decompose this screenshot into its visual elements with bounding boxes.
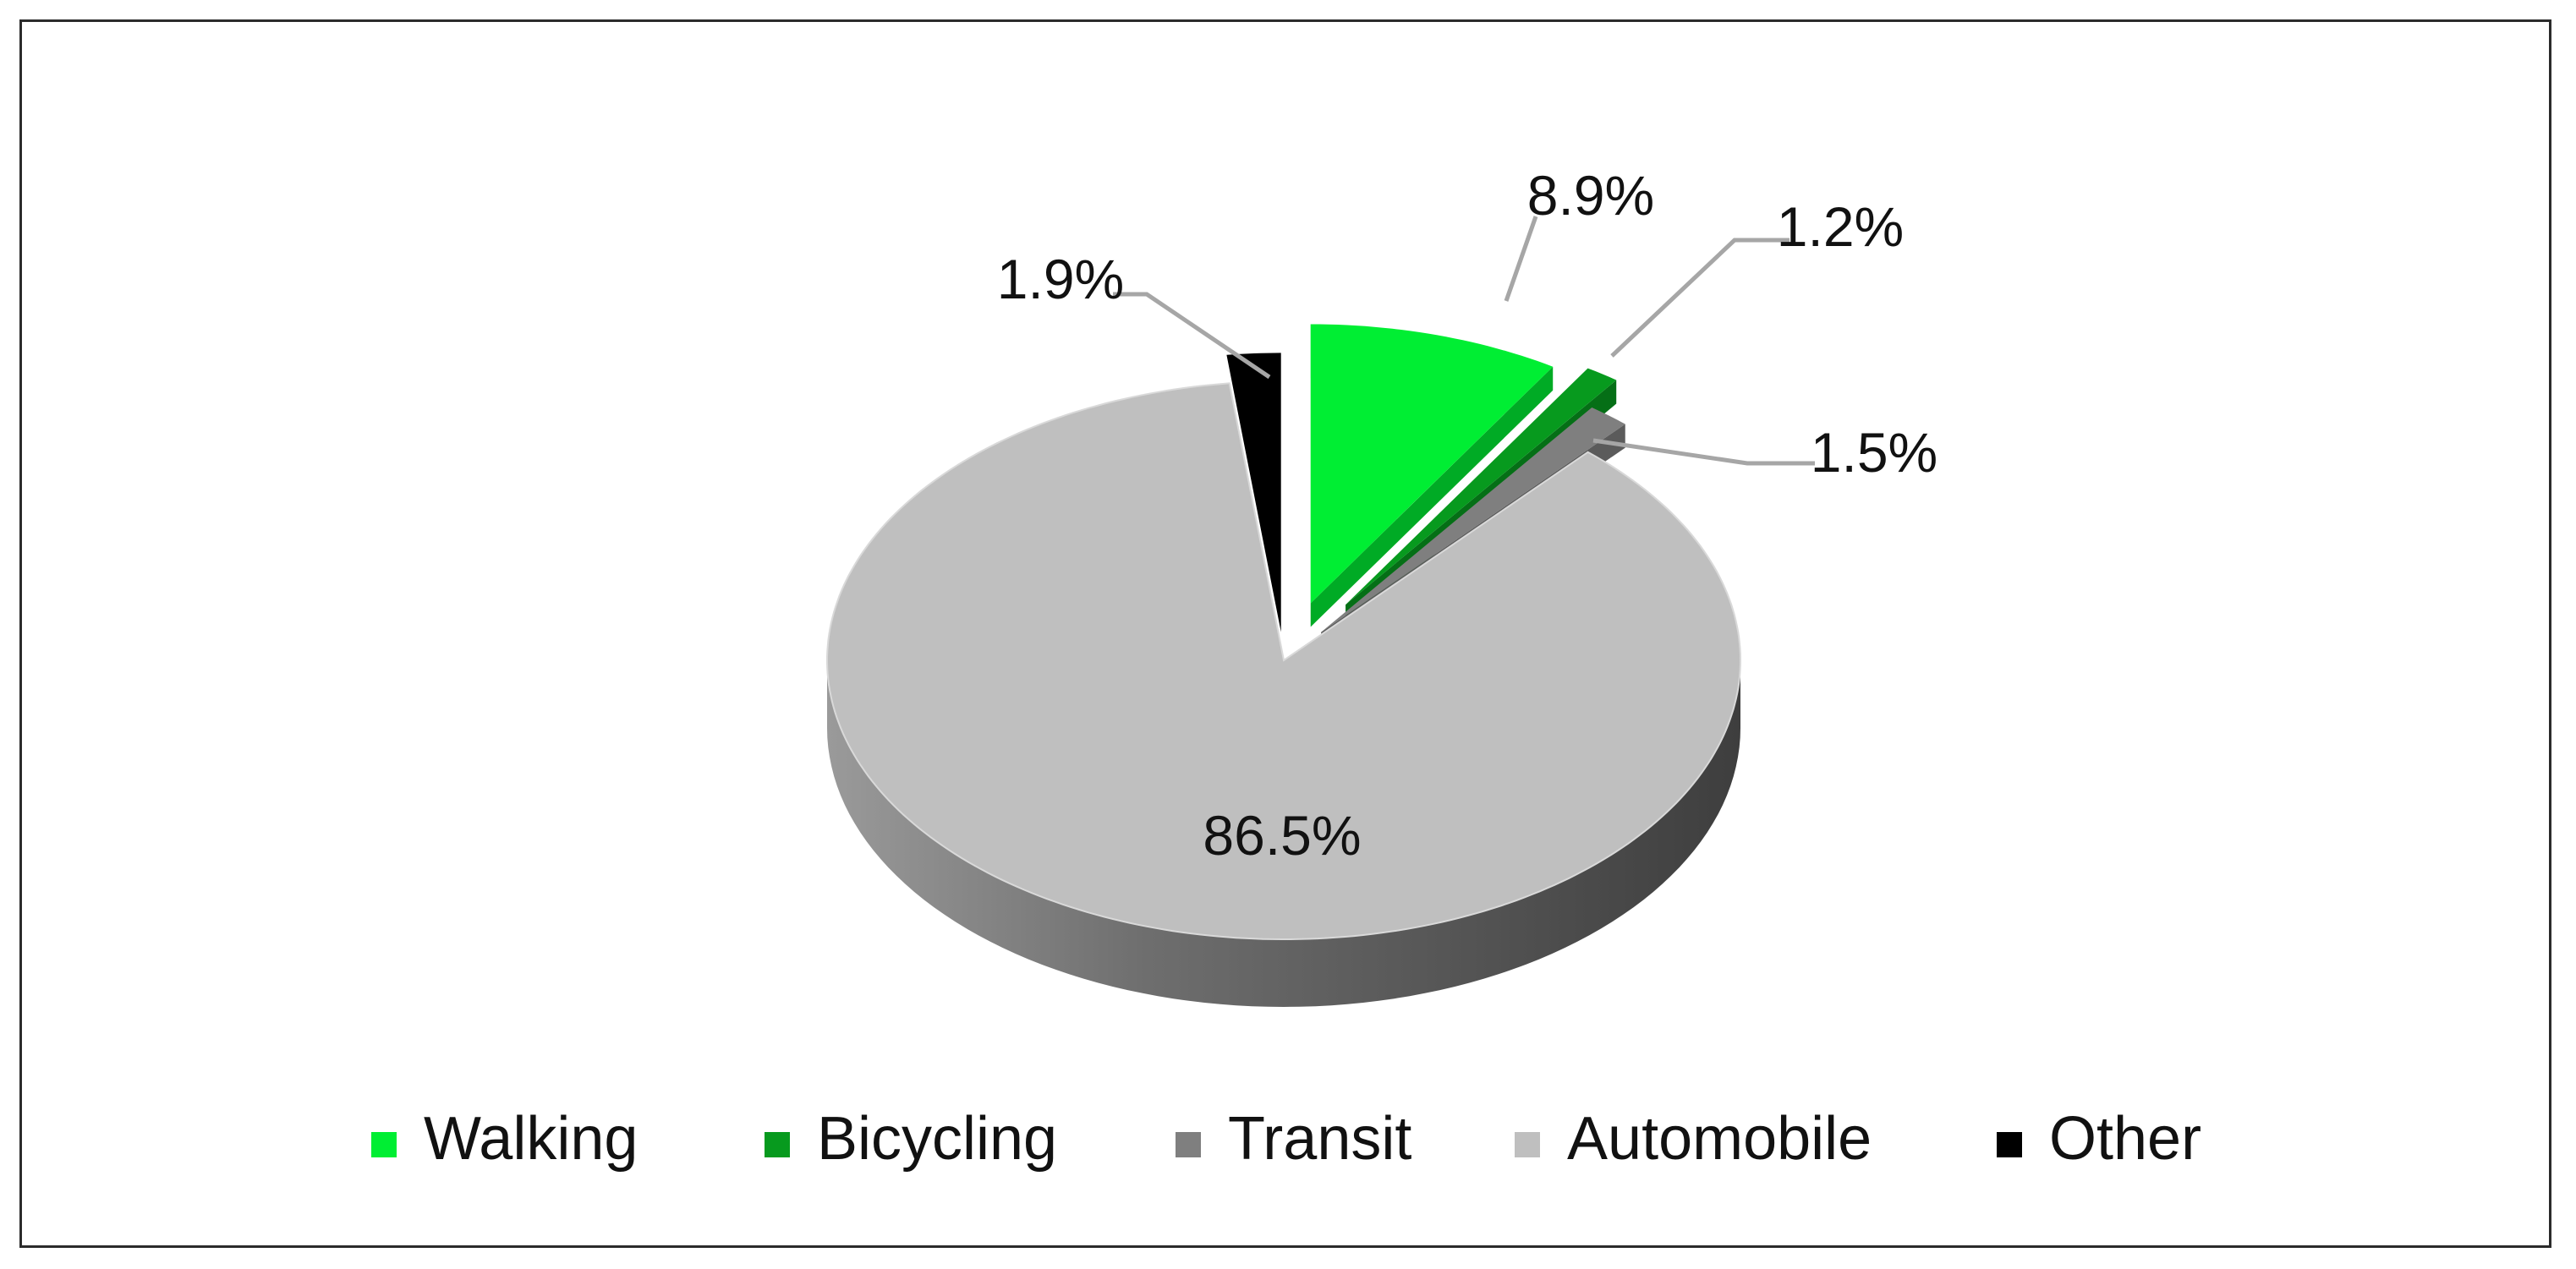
- legend-swatch-walking: [371, 1132, 397, 1157]
- legend-swatch-other: [1997, 1132, 2022, 1157]
- chart-frame: 8.9% 1.2% 1.5% 86.5% 1.9% Walking Bicycling Tr…: [19, 19, 2551, 1248]
- legend-label-walking: Walking: [424, 1105, 638, 1173]
- legend-item-bicycling: Bicycling: [765, 1105, 1057, 1173]
- legend-item-walking: Walking: [371, 1105, 638, 1173]
- data-label-bicycling: 1.2%: [1777, 195, 1904, 258]
- legend-label-transit: Transit: [1228, 1105, 1411, 1173]
- legend: Walking Bicycling Transit Automobile Other: [371, 1105, 2201, 1173]
- legend-item-automobile: Automobile: [1515, 1105, 1872, 1173]
- legend-item-transit: Transit: [1176, 1105, 1411, 1173]
- legend-label-other: Other: [2049, 1105, 2201, 1173]
- leader-line-walking: [1504, 216, 1538, 302]
- legend-swatch-automobile: [1515, 1132, 1540, 1157]
- legend-item-other: Other: [1997, 1105, 2201, 1173]
- legend-label-automobile: Automobile: [1567, 1105, 1872, 1173]
- pie-chart: 8.9% 1.2% 1.5% 86.5% 1.9% Walking Bicycling Tr…: [371, 164, 2201, 1173]
- slice-other: [1226, 353, 1281, 632]
- data-label-walking: 8.9%: [1527, 164, 1654, 227]
- leader-line-bicycling: [1610, 238, 1789, 358]
- legend-label-bicycling: Bicycling: [817, 1105, 1057, 1173]
- data-label-automobile: 86.5%: [1203, 804, 1361, 867]
- slice-transit: [1321, 408, 1625, 632]
- leader-line-transit: [1592, 438, 1815, 466]
- leader-line-other: [1113, 292, 1271, 380]
- slice-side-automobile: [827, 660, 1740, 1007]
- slice-wall-walking: [1310, 366, 1554, 627]
- legend-swatch-transit: [1176, 1132, 1201, 1157]
- slice-automobile: [826, 382, 1742, 940]
- slice-bicycling: [1346, 368, 1617, 605]
- data-label-other: 1.9%: [997, 248, 1124, 310]
- legend-swatch-bicycling: [765, 1132, 790, 1157]
- data-label-transit: 1.5%: [1811, 421, 1937, 484]
- slice-walking: [1310, 324, 1554, 604]
